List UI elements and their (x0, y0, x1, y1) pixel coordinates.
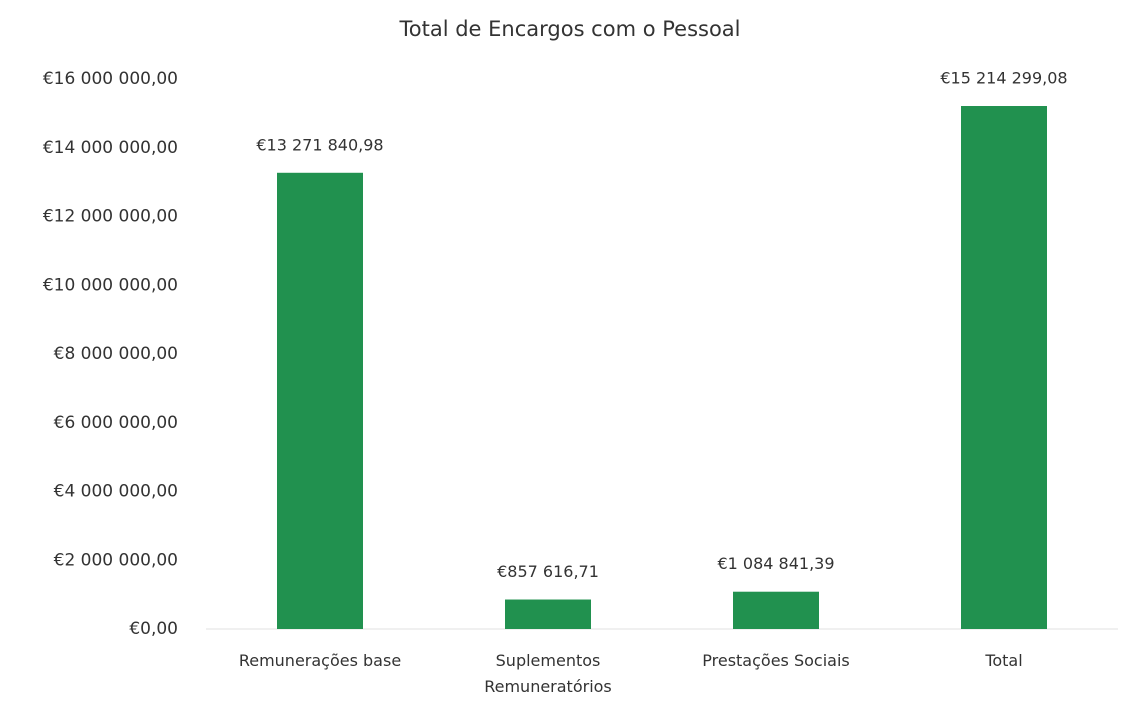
y-tick-label: €16 000 000,00 (43, 69, 178, 89)
chart-title: Total de Encargos com o Pessoal (398, 17, 740, 41)
y-tick-label: €6 000 000,00 (54, 413, 178, 433)
x-tick-label: Total (985, 651, 1023, 670)
y-tick-label: €2 000 000,00 (54, 550, 178, 570)
x-tick-label: Remunerações base (238, 651, 402, 670)
bar (505, 599, 591, 629)
y-tick-label: €4 000 000,00 (54, 482, 178, 502)
y-tick-label: €10 000 000,00 (43, 275, 178, 295)
x-tick-label: Suplementos Remuneratórios (484, 651, 612, 696)
bar (961, 106, 1047, 629)
y-tick-label: €0,00 (129, 619, 178, 639)
y-tick-label: €14 000 000,00 (43, 138, 178, 158)
data-label: €1 084 841,39 (717, 554, 834, 573)
bar (277, 172, 363, 630)
data-label: €13 271 840,98 (256, 135, 383, 154)
data-label: €15 214 299,08 (940, 69, 1067, 88)
y-tick-label: €8 000 000,00 (54, 344, 178, 364)
y-tick-label: €12 000 000,00 (43, 207, 178, 227)
x-tick-label: Prestações Sociais (702, 651, 850, 670)
bar (733, 591, 819, 629)
data-label: €857 616,71 (497, 562, 599, 581)
